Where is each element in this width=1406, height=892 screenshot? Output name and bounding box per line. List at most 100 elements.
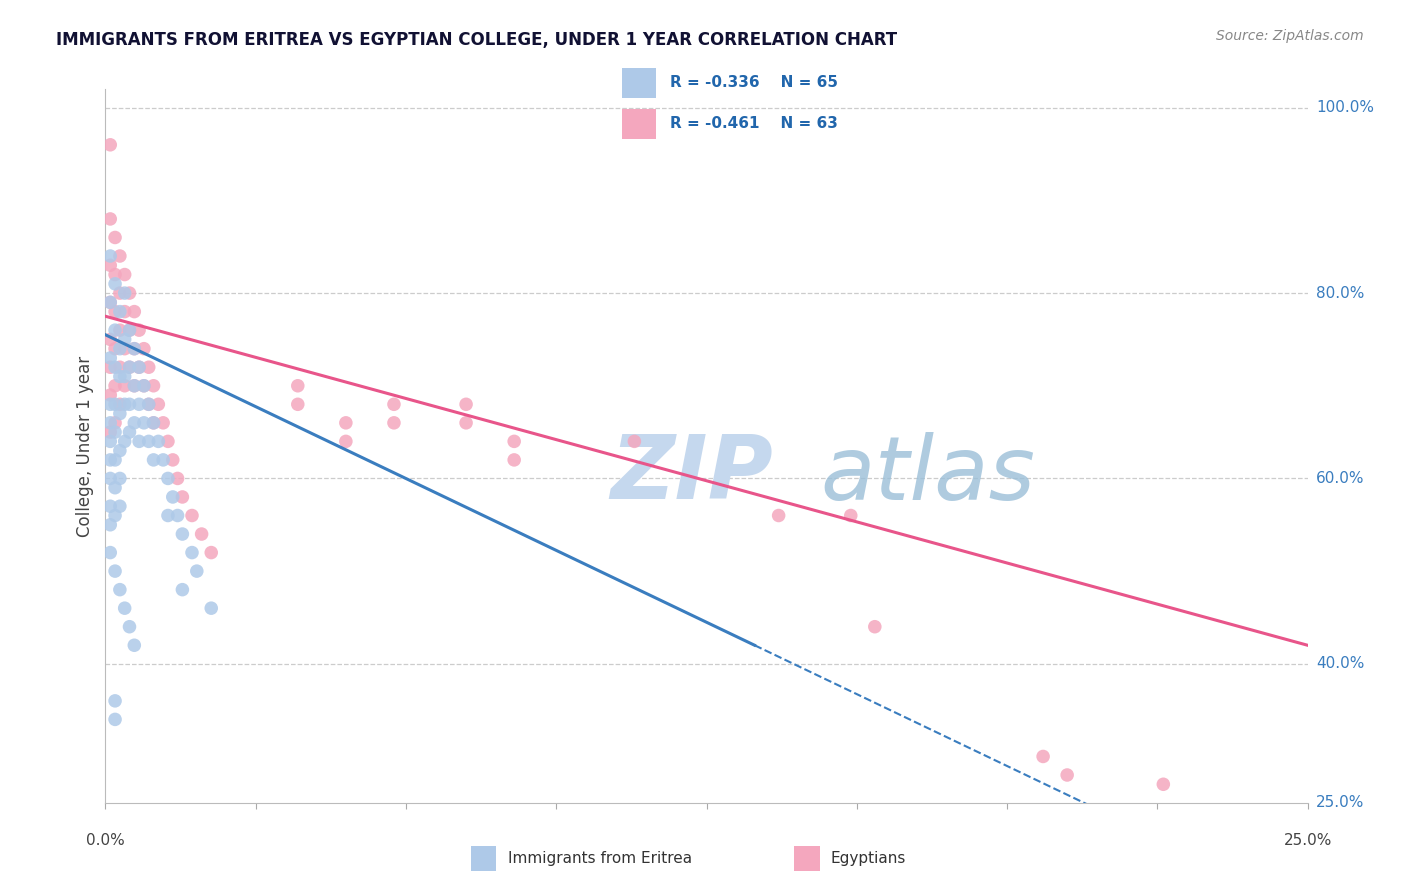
Point <box>104 277 127 291</box>
Point <box>108 500 131 514</box>
Point <box>104 564 127 578</box>
Point <box>108 369 131 384</box>
Point <box>132 342 155 356</box>
Point <box>114 333 136 347</box>
Point <box>104 453 127 467</box>
Text: Source: ZipAtlas.com: Source: ZipAtlas.com <box>1216 29 1364 43</box>
Text: 0.0%: 0.0% <box>86 833 125 848</box>
Point <box>839 508 862 523</box>
Text: Egyptians: Egyptians <box>831 851 907 865</box>
Point <box>98 351 121 365</box>
Point <box>1032 749 1054 764</box>
Bar <box>621 109 657 139</box>
Point <box>98 333 121 347</box>
Point <box>98 295 121 310</box>
Point <box>104 416 127 430</box>
Point <box>118 323 141 337</box>
Point <box>108 342 131 356</box>
Point <box>104 508 127 523</box>
Point <box>108 407 131 421</box>
Text: 25.0%: 25.0% <box>1316 796 1364 810</box>
Point <box>98 137 121 152</box>
Point <box>382 397 405 411</box>
Point <box>98 416 121 430</box>
Text: ZIP: ZIP <box>610 431 773 518</box>
Point <box>104 694 127 708</box>
Point <box>156 508 179 523</box>
Point <box>128 360 150 375</box>
Point <box>98 471 121 485</box>
Point <box>287 397 309 411</box>
Point <box>98 211 121 226</box>
Point <box>118 360 141 375</box>
Point <box>148 434 170 449</box>
Point <box>114 342 136 356</box>
Point <box>623 434 645 449</box>
Point <box>156 434 179 449</box>
Point <box>124 342 146 356</box>
Point <box>108 360 131 375</box>
Point <box>162 453 184 467</box>
Text: 25.0%: 25.0% <box>1284 833 1331 848</box>
Point <box>166 508 188 523</box>
Point <box>104 360 127 375</box>
Point <box>186 564 208 578</box>
Point <box>335 434 357 449</box>
Point <box>142 416 165 430</box>
Point <box>118 397 141 411</box>
Point <box>98 388 121 402</box>
Point <box>503 453 526 467</box>
Text: R = -0.461    N = 63: R = -0.461 N = 63 <box>671 116 838 131</box>
Point <box>128 360 150 375</box>
Point <box>128 323 150 337</box>
Point <box>162 490 184 504</box>
Point <box>200 601 222 615</box>
Text: atlas: atlas <box>821 432 1036 517</box>
Point <box>98 249 121 263</box>
Point <box>124 378 146 392</box>
Point <box>118 360 141 375</box>
Point <box>98 258 121 272</box>
Point <box>98 517 121 532</box>
Point <box>1152 777 1174 791</box>
Point <box>454 416 477 430</box>
Point <box>114 378 136 392</box>
Point <box>104 268 127 282</box>
Point <box>98 295 121 310</box>
Point <box>104 397 127 411</box>
Bar <box>621 69 657 98</box>
Point <box>124 378 146 392</box>
Point <box>98 500 121 514</box>
Point <box>128 434 150 449</box>
Point <box>98 397 121 411</box>
Text: 80.0%: 80.0% <box>1316 285 1364 301</box>
Point <box>114 268 136 282</box>
Point <box>104 481 127 495</box>
Point <box>142 416 165 430</box>
Text: IMMIGRANTS FROM ERITREA VS EGYPTIAN COLLEGE, UNDER 1 YEAR CORRELATION CHART: IMMIGRANTS FROM ERITREA VS EGYPTIAN COLL… <box>56 31 897 49</box>
Point <box>108 249 131 263</box>
Text: 60.0%: 60.0% <box>1316 471 1364 486</box>
Text: 100.0%: 100.0% <box>1316 100 1374 115</box>
Point <box>181 545 204 559</box>
Point <box>124 416 146 430</box>
Point <box>124 342 146 356</box>
Point <box>132 378 155 392</box>
Point <box>768 508 790 523</box>
Point <box>172 582 194 597</box>
Point <box>108 582 131 597</box>
Point <box>128 397 150 411</box>
Point <box>108 397 131 411</box>
Point <box>152 453 174 467</box>
Point <box>114 304 136 318</box>
Point <box>335 416 357 430</box>
Point <box>138 397 160 411</box>
Point <box>98 545 121 559</box>
Point <box>172 490 194 504</box>
Point <box>454 397 477 411</box>
Point <box>104 304 127 318</box>
Point <box>108 443 131 458</box>
Point <box>114 286 136 301</box>
Point <box>118 323 141 337</box>
Point <box>98 453 121 467</box>
